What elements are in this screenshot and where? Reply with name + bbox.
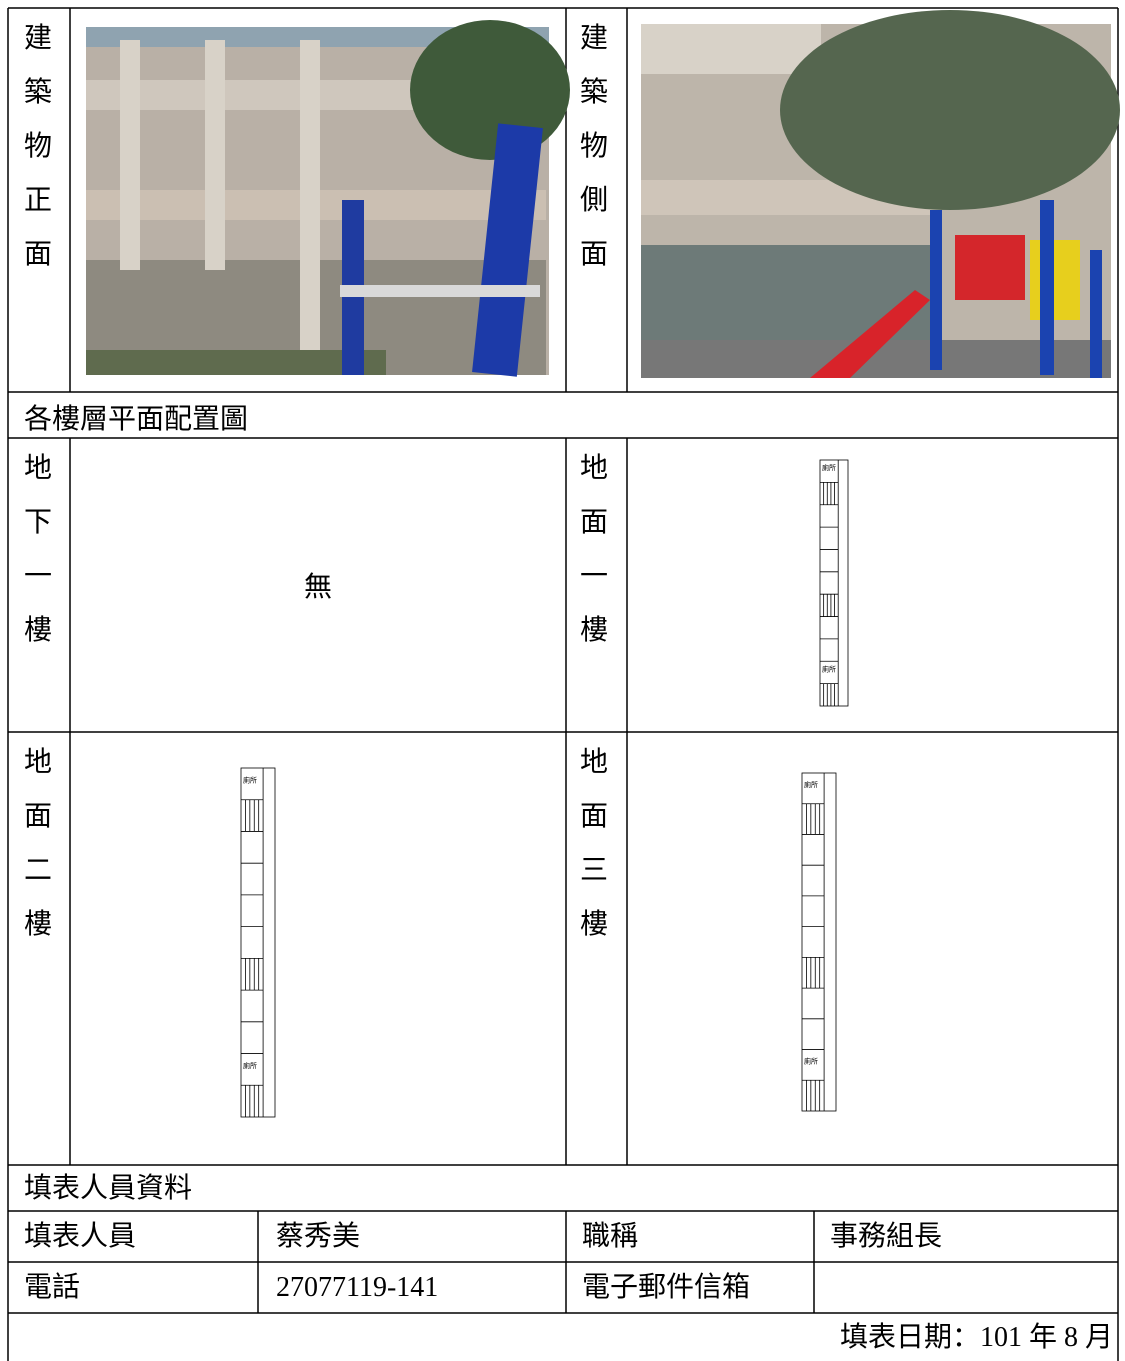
photo-label: 建築物側面: [580, 23, 609, 270]
section-title: 各樓層平面配置圖: [24, 404, 249, 435]
photo-label: 建築物正面: [24, 23, 53, 270]
plan-outline: [819, 459, 849, 707]
plan-label: 廁所: [822, 463, 836, 472]
cell: 電話: [24, 1272, 81, 1303]
cell: 事務組長: [830, 1221, 943, 1252]
cell: 27077119-141: [276, 1272, 439, 1303]
plan-label: 廁所: [804, 780, 818, 789]
floor-label: 地下一樓: [24, 453, 53, 646]
plan-outline: [801, 772, 837, 1112]
cell: 蔡秀美: [276, 1221, 361, 1252]
floor-label: 地面一樓: [580, 453, 609, 646]
floor-content: 無: [304, 572, 333, 603]
plan-label: 廁所: [243, 1061, 257, 1070]
photo-front: [86, 20, 570, 377]
cell: 職稱: [582, 1221, 639, 1252]
plan-label: 廁所: [804, 1056, 818, 1065]
plan-outline: [240, 767, 276, 1118]
cell: 填表人員: [24, 1221, 137, 1252]
section-title: 填表人員資料: [24, 1173, 193, 1204]
plan-label: 廁所: [243, 775, 257, 784]
floor-label: 地面二樓: [24, 747, 53, 940]
date: 填表日期：101 年 8 月: [839, 1322, 1113, 1353]
floor-label: 地面三樓: [580, 747, 609, 940]
plan-label: 廁所: [822, 664, 836, 673]
cell: 電子郵件信箱: [582, 1272, 751, 1303]
photo-side: [641, 10, 1120, 378]
